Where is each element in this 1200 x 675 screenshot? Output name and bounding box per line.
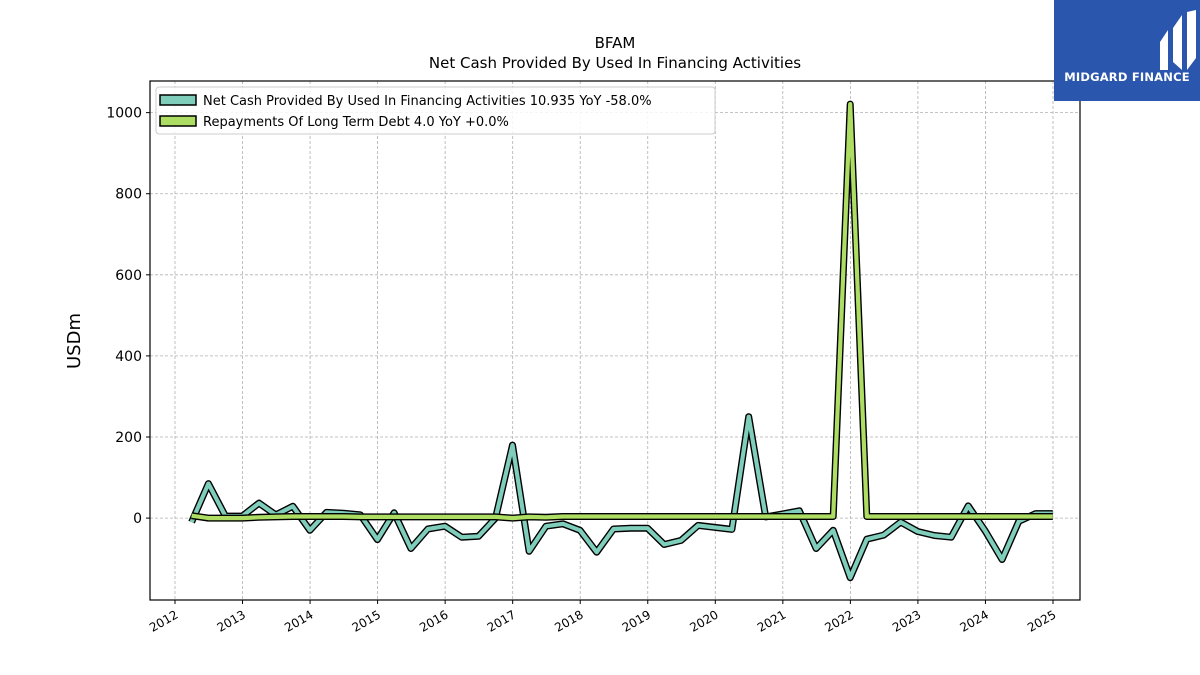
chart-subtitle: Net Cash Provided By Used In Financing A…	[429, 54, 801, 72]
y-tick-label: 400	[115, 349, 142, 365]
y-tick-label: 800	[115, 187, 142, 203]
x-tick-label: 2025	[1025, 607, 1058, 634]
x-tick-label: 2021	[755, 607, 788, 634]
legend: Net Cash Provided By Used In Financing A…	[155, 86, 716, 135]
plot-frame	[149, 80, 1081, 601]
series-outline-repayments-of-long-term-debt	[191, 100, 1053, 522]
x-tick-label: 2012	[147, 607, 180, 634]
series-line-net-cash-provided-by-used-in-financing-activities	[189, 414, 1053, 580]
x-tick-label: 2020	[687, 607, 720, 634]
series-line-repayments-of-long-term-debt	[191, 101, 1053, 521]
axis-ticks: 2012 2013 2014 2015 2016 2017 2018 2019 2020 2021…	[106, 106, 1058, 635]
legend-swatch	[159, 94, 197, 106]
series-lines	[188, 100, 1053, 582]
legend-box	[155, 86, 716, 135]
x-tick-label: 2019	[620, 607, 653, 634]
legend-entry-label: Repayments Of Long Term Debt 4.0 YoY +0.…	[203, 115, 509, 130]
x-tick-label: 2015	[350, 607, 383, 634]
brand-mark-icon	[1160, 10, 1196, 70]
y-tick-label: 200	[115, 430, 142, 446]
x-tick-label: 2013	[215, 607, 248, 634]
x-tick-label: 2016	[417, 607, 450, 634]
x-tick-label: 2023	[890, 607, 923, 634]
brand-name: MIDGARD FINANCE	[1064, 70, 1190, 84]
y-tick-label: 0	[133, 511, 142, 527]
series-outline-net-cash-provided-by-used-in-financing-activities	[188, 413, 1053, 582]
brand-logo: MIDGARD FINANCE	[1054, 0, 1200, 101]
x-tick-label: 2014	[282, 607, 315, 634]
chart-title: BFAM	[595, 34, 636, 52]
legend-entry-label: Net Cash Provided By Used In Financing A…	[203, 94, 652, 109]
x-tick-label: 2024	[957, 607, 990, 634]
grid	[150, 81, 1080, 600]
y-tick-label: 600	[115, 268, 142, 284]
legend-swatch	[159, 115, 197, 127]
x-tick-label: 2022	[822, 607, 855, 634]
y-tick-label: 1000	[106, 106, 142, 122]
y-axis-label: USDm	[64, 313, 85, 369]
x-tick-label: 2018	[552, 607, 585, 634]
x-tick-label: 2017	[485, 607, 518, 634]
